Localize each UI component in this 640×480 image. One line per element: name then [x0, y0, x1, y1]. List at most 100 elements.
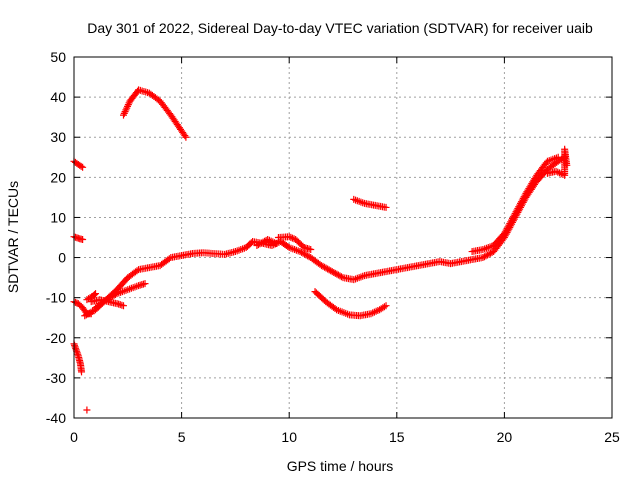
data-point [119, 302, 127, 310]
data-layer [70, 86, 571, 414]
y-tick-label: 50 [50, 49, 66, 65]
data-point [479, 254, 487, 262]
series-segment-2 [70, 233, 87, 244]
ticks-layer: 0 5 10 15 20 25 -40 -30 -20 -10 0 10 20 30 40 50 [46, 49, 620, 445]
series-segment-12 [311, 288, 390, 320]
data-point [487, 249, 495, 257]
data-point [327, 267, 335, 275]
x-tick-label: 5 [178, 429, 186, 445]
data-point [322, 264, 330, 272]
data-point [336, 272, 344, 280]
data-point [271, 239, 279, 247]
data-point [299, 249, 307, 257]
data-point [85, 309, 93, 317]
data-point [264, 236, 272, 244]
data-point [84, 310, 92, 318]
y-tick-label: -20 [46, 330, 66, 346]
data-point [563, 161, 571, 169]
x-tick-label: 10 [281, 429, 297, 445]
data-point [328, 268, 336, 276]
data-point [165, 255, 173, 263]
data-point [87, 308, 95, 316]
data-point [288, 234, 296, 242]
data-point [304, 252, 312, 260]
data-point [261, 237, 269, 245]
data-point [382, 302, 390, 310]
data-point [321, 263, 329, 271]
data-point [554, 153, 562, 161]
x-axis-label: GPS time / hours [287, 458, 394, 474]
data-point [325, 266, 333, 274]
y-tick-label: -40 [46, 410, 66, 426]
data-point [334, 271, 342, 279]
data-point [253, 242, 261, 250]
data-point [90, 291, 98, 299]
data-point [112, 291, 120, 299]
series-segment-13 [543, 145, 571, 179]
data-point [330, 268, 338, 276]
data-point [81, 312, 89, 320]
data-point [258, 239, 266, 247]
x-tick-label: 15 [389, 429, 405, 445]
data-point [369, 309, 377, 317]
grid-layer [74, 57, 612, 418]
data-point [331, 269, 339, 277]
chart-title: Day 301 of 2022, Sidereal Day-to-day VTE… [87, 20, 593, 36]
data-point [83, 406, 91, 414]
y-tick-label: 20 [50, 169, 66, 185]
series-segment-14 [274, 233, 315, 254]
data-point [285, 233, 293, 241]
series-segment-8 [87, 296, 127, 310]
data-point [256, 240, 264, 248]
data-point [333, 270, 341, 278]
data-point [301, 250, 309, 258]
data-point [324, 265, 332, 273]
data-point [284, 243, 292, 251]
x-tick-label: 25 [604, 429, 620, 445]
data-point [254, 241, 262, 249]
data-point [367, 310, 375, 318]
data-point [107, 293, 115, 301]
data-point [182, 133, 190, 141]
series-segment-1 [70, 157, 87, 171]
data-point [552, 167, 560, 175]
x-tick-label: 20 [497, 429, 513, 445]
data-point [181, 132, 189, 140]
data-point [296, 248, 304, 256]
data-point [77, 162, 85, 170]
series-segment-7 [92, 280, 149, 312]
data-point [380, 303, 388, 311]
data-point [272, 240, 280, 248]
plot-frame [73, 56, 613, 419]
data-point [82, 311, 90, 319]
data-point [372, 307, 380, 315]
y-tick-label: 0 [58, 250, 66, 266]
series-segment-15 [253, 236, 280, 250]
y-tick-label: 10 [50, 209, 66, 225]
data-point [259, 238, 267, 246]
y-tick-label: -30 [46, 370, 66, 386]
y-axis-label: SDTVAR / TECUs [5, 181, 21, 293]
data-point [287, 233, 295, 241]
series-segment-10 [119, 86, 190, 141]
data-point [79, 236, 87, 244]
series-segment-6 [81, 153, 569, 320]
data-point [302, 251, 310, 259]
data-point [483, 251, 491, 259]
x-tick-label: 0 [70, 429, 78, 445]
series-segment-5 [83, 406, 91, 414]
data-point [141, 280, 149, 288]
data-point [265, 236, 273, 244]
data-point [370, 308, 378, 316]
data-point [297, 248, 305, 256]
data-point [88, 307, 96, 315]
data-point [482, 252, 490, 260]
data-point [133, 267, 141, 275]
series-segment-4 [70, 340, 86, 376]
y-tick-label: 30 [50, 129, 66, 145]
data-point [382, 203, 390, 211]
data-point [485, 250, 493, 258]
y-tick-label: 40 [50, 89, 66, 105]
data-point [317, 262, 325, 270]
